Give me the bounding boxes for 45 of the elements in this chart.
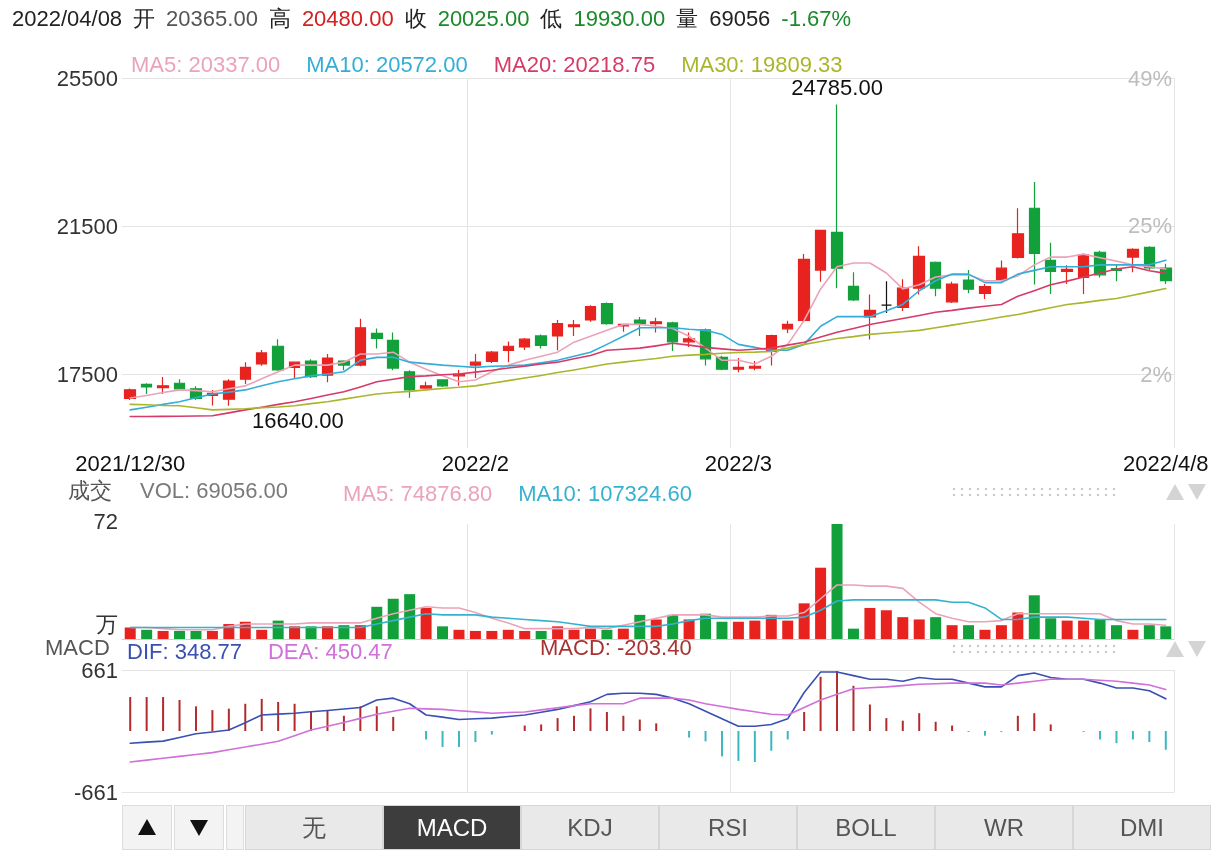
x-tick-label: 2022/3: [704, 450, 773, 476]
text: MA5: 20337.00: [131, 51, 281, 77]
text: 低: [540, 6, 563, 32]
text: 高: [268, 6, 291, 32]
x-tick-label: 2022/4/8: [1122, 450, 1209, 476]
text: MA10: 20572.00: [306, 51, 468, 77]
text: KDJ: [521, 805, 659, 850]
text: MA30: 19809.33: [681, 51, 843, 77]
text: MA5: 74876.80: [343, 480, 493, 506]
text: MA20: 20218.75: [493, 51, 656, 77]
y2-tick-label: 49%: [1127, 65, 1172, 91]
text: 收: [404, 6, 427, 32]
y-tick-label: 21500: [56, 213, 118, 239]
y-tick-label: 17500: [56, 361, 118, 387]
text: DMI: [1073, 805, 1211, 850]
text: 72: [93, 509, 118, 535]
text: 无: [245, 805, 383, 850]
annotation: MACD: -203.40: [540, 635, 692, 661]
chart-title: 成交: [68, 478, 112, 504]
text: 19930.00: [573, 6, 666, 32]
x-tick-label: 2021/12/30: [75, 450, 186, 476]
text: 20480.00: [301, 6, 394, 32]
text: MACD: [383, 805, 521, 850]
x-tick-label: 2022/2: [441, 450, 510, 476]
text: 69056: [709, 6, 771, 32]
text: RSI: [659, 805, 797, 850]
text: DIF: 348.77: [127, 638, 242, 664]
annotation: 16640.00: [251, 408, 344, 434]
text: 2022/04/08: [12, 6, 123, 32]
text: 万: [96, 612, 118, 638]
text: DEA: 450.47: [267, 638, 393, 664]
text: WR: [935, 805, 1073, 850]
y-tick-label: -661: [73, 779, 118, 805]
y-tick-label: 25500: [56, 65, 118, 91]
annotation: 24785.00: [791, 74, 883, 100]
text: 量: [676, 6, 699, 32]
y2-tick-label: 25%: [1127, 213, 1172, 239]
text: 20365.00: [166, 6, 258, 32]
text: 20025.00: [437, 6, 530, 32]
text: BOLL: [797, 805, 935, 850]
y2-tick-label: 2%: [1140, 361, 1172, 387]
text: -1.67%: [781, 6, 852, 32]
text: MA10: 107324.60: [518, 480, 692, 506]
text: VOL: 69056.00: [140, 478, 289, 504]
text: 开: [133, 6, 156, 32]
